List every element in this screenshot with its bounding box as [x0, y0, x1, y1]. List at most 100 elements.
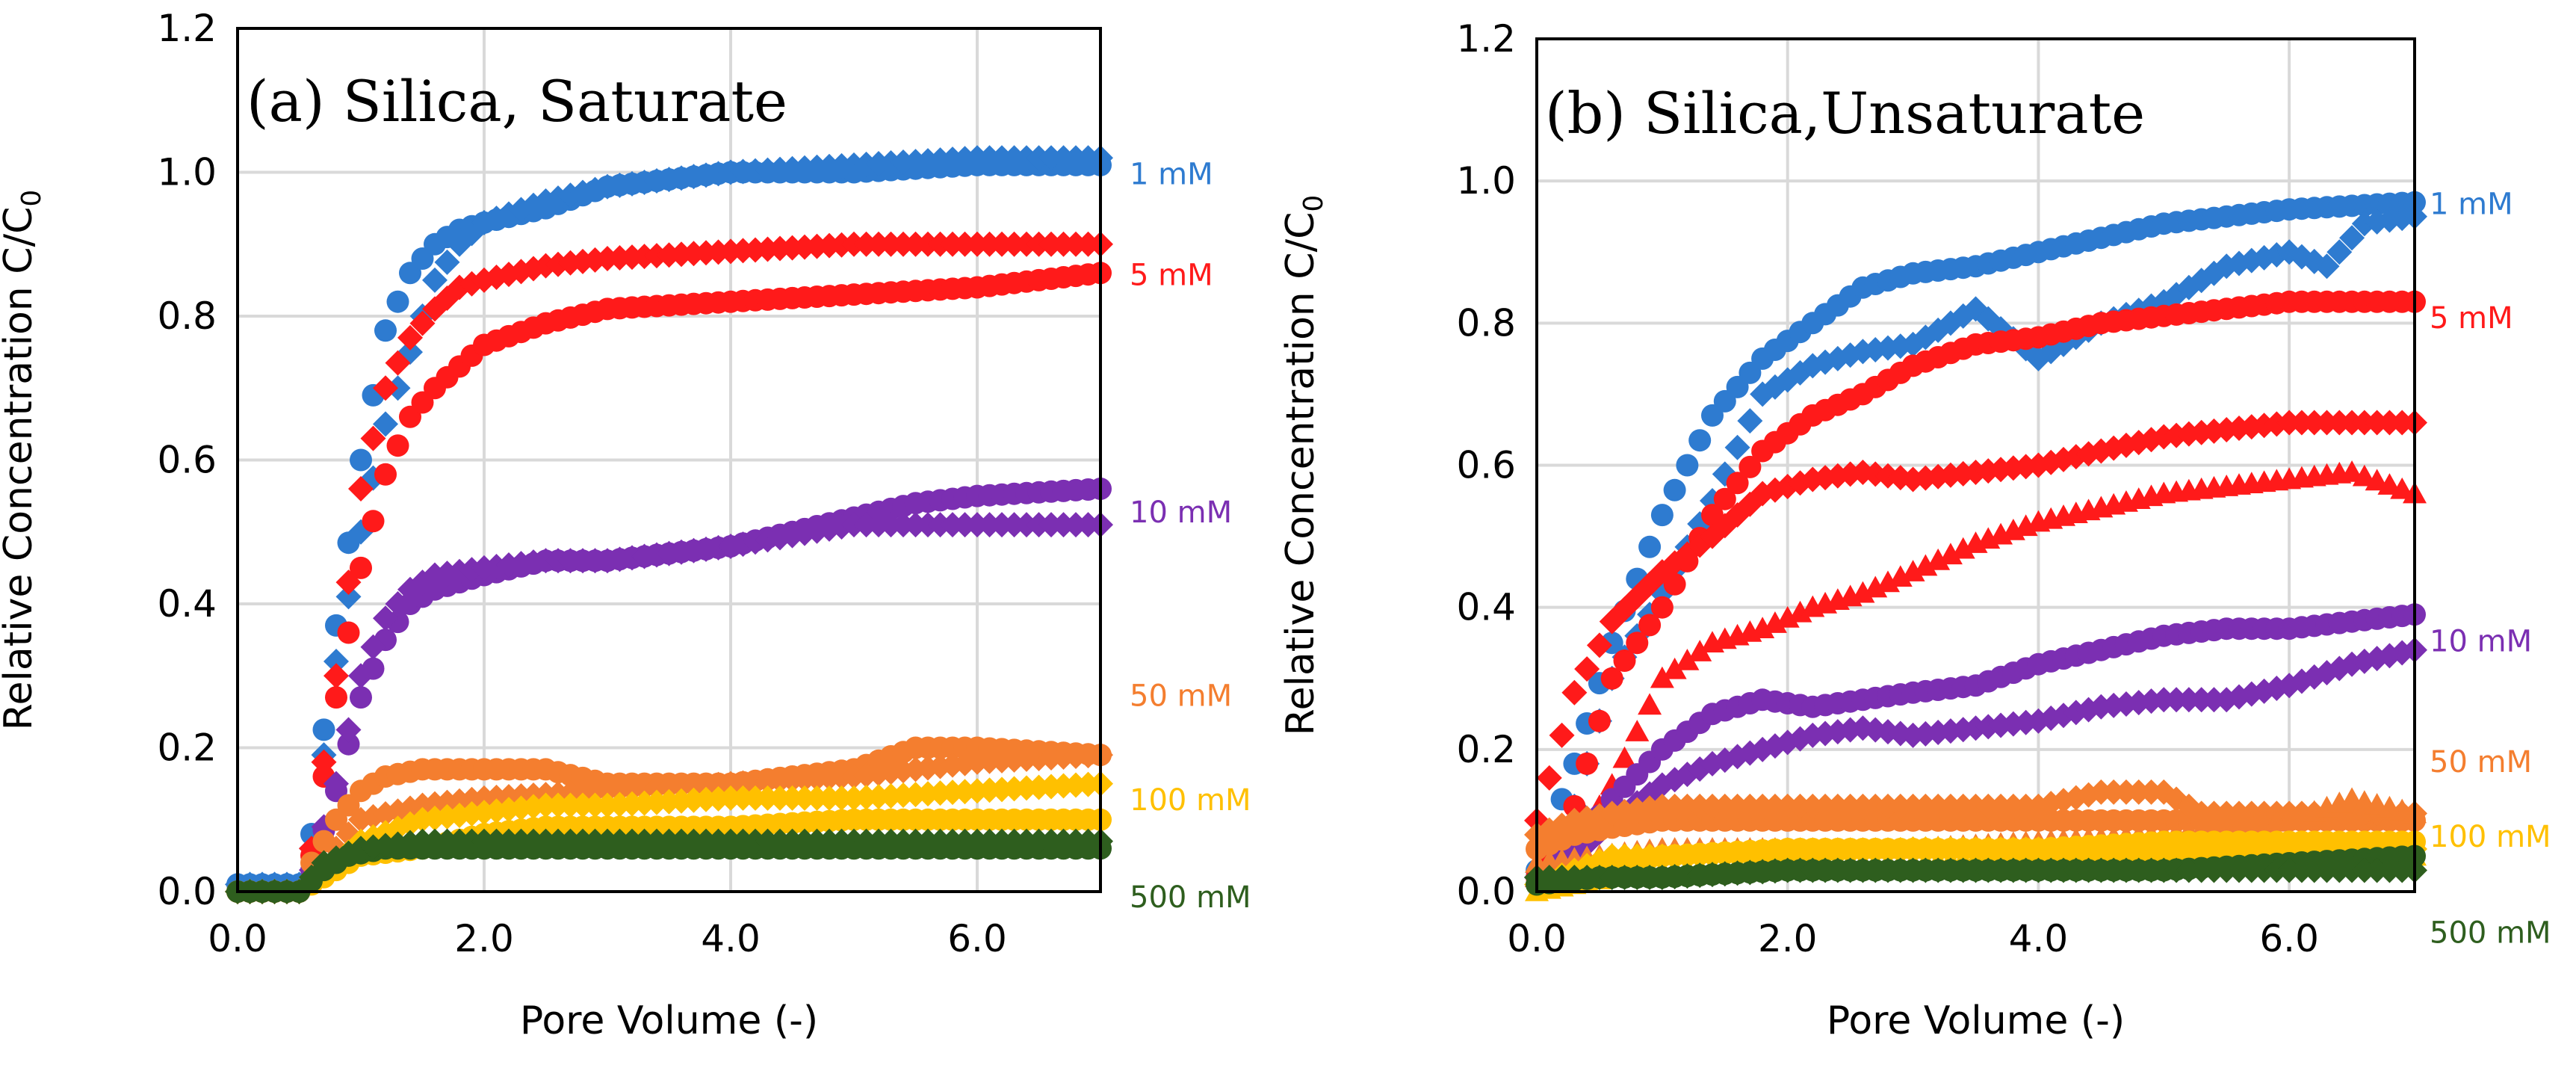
data-point-circle	[1626, 632, 1649, 655]
data-point-diamond	[891, 758, 916, 784]
data-point-circle	[1638, 535, 1662, 558]
data-point-circle	[337, 621, 360, 644]
data-point-triangle	[1662, 657, 1687, 679]
x-tick-label: 4.0	[701, 917, 761, 960]
y-tick-label: 0.6	[157, 439, 217, 482]
data-point-circle	[1576, 752, 1599, 775]
data-point-diamond	[323, 649, 349, 674]
data-point-diamond	[335, 584, 362, 610]
series-label: 10 mM	[1130, 496, 1232, 530]
data-point-circle	[1663, 478, 1686, 501]
series-label: 100 mM	[1130, 783, 1251, 818]
series-label: 5 mM	[1130, 258, 1213, 292]
data-point-circle	[374, 463, 397, 486]
data-point-diamond	[409, 310, 436, 336]
series-500-mm	[225, 828, 1113, 904]
data-point-circle	[337, 732, 360, 756]
data-point-diamond	[360, 425, 386, 451]
x-tick-label: 2.0	[1758, 917, 1818, 960]
data-point-diamond	[1586, 632, 1612, 658]
data-point-diamond	[373, 375, 398, 401]
series-10-mm	[225, 478, 1113, 904]
data-point-triangle	[1625, 720, 1650, 741]
data-point-diamond	[373, 605, 398, 632]
series-label: 10 mM	[2430, 624, 2532, 658]
series-label: 500 mM	[2430, 916, 2551, 950]
y-tick-label: 0.4	[1456, 586, 1516, 629]
panel-title: (b) Silica,Unsaturate	[1545, 80, 2145, 146]
data-point-circle	[1726, 472, 1749, 495]
series-label: 500 mM	[1130, 880, 1251, 915]
series-50-mm	[1524, 779, 2427, 873]
data-point-diamond	[348, 663, 374, 689]
y-axis-label-main: Relative Concentration C/C	[0, 207, 41, 731]
data-point-diamond	[2314, 253, 2340, 280]
data-point-diamond	[385, 350, 411, 376]
data-point-circle	[1676, 454, 1699, 477]
x-tick-label: 6.0	[947, 917, 1007, 960]
data-point-diamond	[422, 267, 448, 293]
data-point-diamond	[1536, 765, 1562, 791]
data-point-triangle	[1926, 548, 1951, 570]
plot-area-frame	[236, 27, 1102, 893]
x-tick-label: 6.0	[2259, 917, 2319, 960]
series-label: 5 mM	[2430, 301, 2513, 336]
panel-title: (a) Silica, Saturate	[247, 68, 787, 135]
y-axis-label-subscript: 0	[1298, 195, 1329, 212]
data-point-circle	[386, 434, 409, 457]
data-point-diamond	[1561, 679, 1588, 706]
data-point-diamond	[311, 749, 337, 775]
data-point-circle	[386, 290, 409, 313]
data-point-circle	[1563, 794, 1586, 818]
data-point-diamond	[434, 249, 460, 275]
data-point-diamond	[323, 771, 349, 797]
data-point-diamond	[323, 663, 349, 689]
y-tick-label: 0.8	[157, 294, 217, 338]
data-point-triangle	[1612, 746, 1637, 768]
data-point-circle	[374, 319, 397, 342]
data-point-diamond	[335, 569, 362, 596]
data-point-circle	[1663, 572, 1686, 596]
data-point-diamond	[1549, 722, 1575, 748]
data-point-triangle	[1901, 560, 1925, 581]
data-point-circle	[1588, 709, 1611, 732]
data-point-diamond	[570, 179, 595, 206]
x-tick-label: 4.0	[2009, 917, 2069, 960]
data-point-circle	[1650, 596, 1674, 619]
data-point-circle	[1739, 455, 1762, 478]
data-point-diamond	[373, 411, 398, 437]
data-point-circle	[1613, 649, 1636, 672]
data-point-diamond	[1737, 408, 1763, 434]
chart-panel-a: 0.0 0.2 0.4 0.6 0.8 1.0 1.2 0.0 2.0 4.0 6.0 Pore Vo…	[0, 7, 1251, 1043]
series-50-mm	[225, 736, 1113, 904]
data-point-diamond	[348, 476, 374, 501]
data-point-circle	[1650, 504, 1674, 527]
data-point-diamond	[335, 717, 362, 743]
data-point-diamond	[1724, 434, 1750, 460]
data-point-triangle	[1938, 543, 1963, 565]
y-tick-label: 1.0	[1456, 159, 1516, 203]
data-point-triangle	[1638, 693, 1662, 715]
data-point-circle	[350, 686, 372, 709]
data-point-diamond	[397, 324, 423, 351]
data-point-circle	[362, 510, 385, 533]
data-point-diamond	[2326, 239, 2353, 265]
data-point-circle	[350, 448, 372, 472]
data-point-diamond	[360, 634, 386, 660]
data-point-triangle	[1688, 640, 1712, 661]
series-label: 100 mM	[2430, 820, 2551, 854]
series-label: 50 mM	[2430, 745, 2532, 780]
data-point-circle	[1713, 487, 1736, 510]
y-tick-label: 0.0	[1456, 870, 1516, 913]
x-tick-label: 0.0	[1507, 917, 1567, 960]
x-axis-label: Pore Volume (-)	[1827, 998, 2125, 1043]
y-tick-label: 0.2	[1456, 728, 1516, 771]
y-axis-label-main: Relative Concentration C/C	[1278, 212, 1323, 736]
series-500-mm	[1524, 845, 2427, 896]
y-tick-label: 1.0	[157, 151, 217, 194]
data-point-circle	[312, 718, 335, 741]
y-tick-label: 0.6	[1456, 444, 1516, 487]
data-point-triangle	[1913, 554, 1938, 576]
data-point-circle	[1638, 614, 1662, 637]
